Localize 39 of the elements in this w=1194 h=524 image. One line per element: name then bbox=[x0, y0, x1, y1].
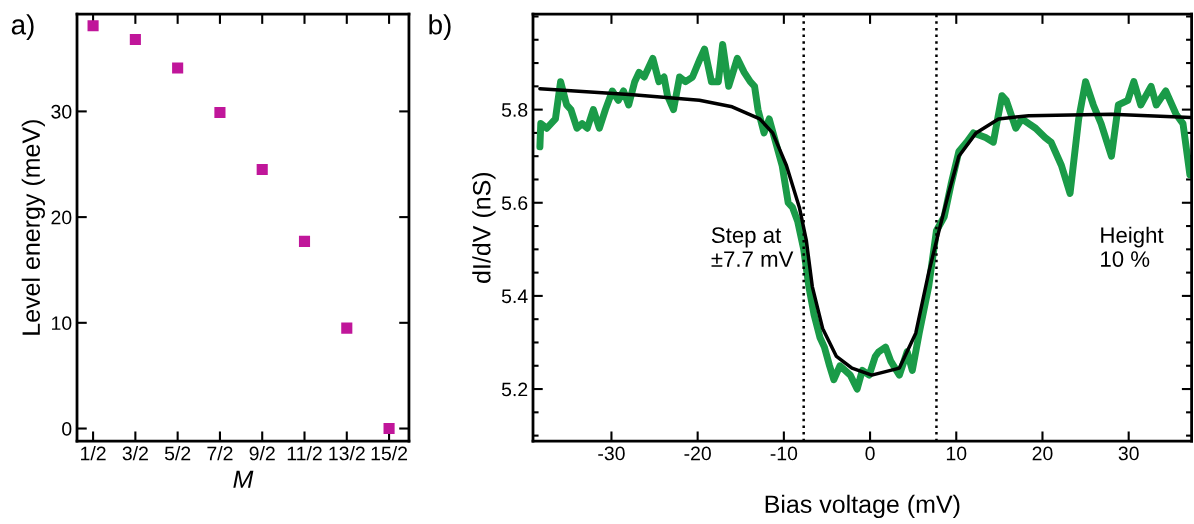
y-tick-label: 5.4 bbox=[501, 289, 528, 304]
x-tick-label: 9/2 bbox=[249, 446, 275, 461]
y-tick-label: 5.8 bbox=[501, 103, 528, 117]
x-tick-label: 10 bbox=[946, 446, 967, 461]
x-tick-label: 5/2 bbox=[164, 446, 191, 461]
x-tick-label: 0 bbox=[865, 446, 875, 461]
y-tick-label: 20 bbox=[51, 210, 72, 225]
point bbox=[256, 163, 268, 176]
x-axis-title: Bias voltage (mV) bbox=[765, 494, 960, 519]
text: b) bbox=[429, 14, 451, 41]
y-tick-label: 0 bbox=[62, 421, 72, 436]
point bbox=[214, 106, 226, 119]
y-tick-label: 30 bbox=[51, 104, 72, 119]
point bbox=[172, 62, 184, 74]
x-tick-label: 13/2 bbox=[329, 446, 365, 461]
x-tick-label: 20 bbox=[1032, 446, 1053, 461]
point bbox=[87, 20, 99, 32]
annotation: Step at ±7.7 mV bbox=[711, 227, 794, 267]
y-tick-label: 5.2 bbox=[501, 382, 528, 397]
y-tick-label: 5.6 bbox=[501, 196, 528, 210]
x-tick-label: 30 bbox=[1118, 446, 1139, 461]
x-tick-label: 3/2 bbox=[122, 446, 148, 461]
x-tick-label: -30 bbox=[598, 446, 625, 461]
x-tick-label: 1/2 bbox=[81, 446, 106, 461]
text: a) bbox=[11, 14, 34, 41]
x-tick-label: -10 bbox=[770, 446, 798, 461]
y-axis-title: dI/dV (nS) bbox=[472, 172, 496, 283]
x-tick-label: 7/2 bbox=[207, 446, 233, 461]
x-tick-label: 15/2 bbox=[371, 446, 408, 461]
annotation: Height 10 % bbox=[1101, 226, 1164, 267]
point bbox=[129, 33, 141, 46]
x-axis-title: M bbox=[233, 470, 254, 488]
point bbox=[383, 422, 395, 435]
x-tick-label: 11/2 bbox=[287, 446, 322, 461]
y-tick-label: 10 bbox=[52, 316, 72, 331]
point bbox=[341, 322, 353, 334]
x-tick-label: -20 bbox=[684, 446, 711, 461]
y-axis-title: Level energy (meV) bbox=[21, 120, 45, 335]
point bbox=[298, 235, 311, 247]
